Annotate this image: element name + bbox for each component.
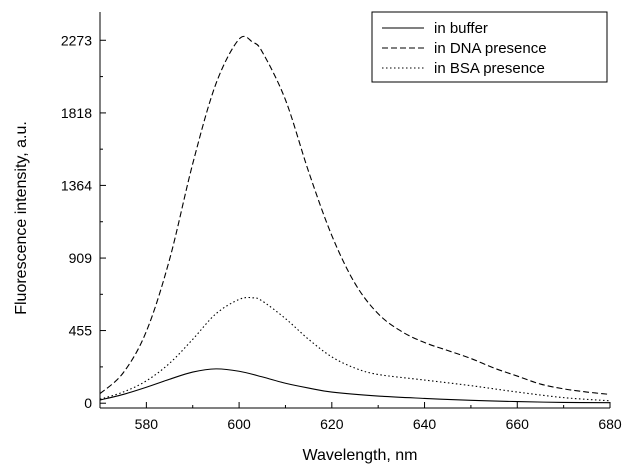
series-group bbox=[99, 35, 611, 404]
legend-label: in buffer bbox=[434, 20, 488, 37]
series-line-in-bsa-presence bbox=[99, 296, 611, 402]
legend-label: in BSA presence bbox=[434, 60, 545, 77]
x-tick-label: 620 bbox=[320, 416, 344, 432]
x-tick-label: 580 bbox=[135, 416, 159, 432]
y-tick-label: 0 bbox=[84, 395, 92, 411]
legend-label: in DNA presence bbox=[434, 40, 547, 57]
y-axis-title: Fluorescence intensity, a.u. bbox=[13, 121, 30, 315]
x-tick-label: 680 bbox=[598, 416, 622, 432]
x-axis-title: Wavelength, nm bbox=[302, 447, 417, 464]
x-tick-label: 660 bbox=[506, 416, 530, 432]
x-axis: 580 600 620 640 660 680 bbox=[99, 402, 622, 432]
plot-area bbox=[99, 12, 610, 409]
y-tick-label: 1364 bbox=[61, 177, 92, 193]
y-tick-label: 1818 bbox=[61, 105, 92, 121]
series-line-in-buffer bbox=[99, 368, 611, 404]
y-tick-label: 455 bbox=[69, 323, 93, 339]
y-axis: 0 455 909 1364 1818 2273 bbox=[61, 32, 106, 411]
x-tick-label: 640 bbox=[413, 416, 437, 432]
legend-box bbox=[371, 11, 608, 83]
y-tick-label: 2273 bbox=[61, 32, 92, 48]
legend: in buffer in DNA presence in BSA presence bbox=[371, 11, 608, 83]
y-tick-label: 909 bbox=[69, 250, 93, 266]
x-tick-label: 600 bbox=[227, 416, 251, 432]
series-line-in-dna-presence bbox=[99, 35, 611, 395]
